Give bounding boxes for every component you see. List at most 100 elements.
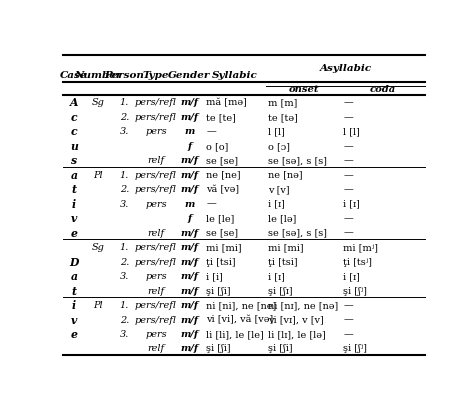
Text: —: —	[343, 142, 353, 150]
Text: ni [nɪ], ne [nə]: ni [nɪ], ne [nə]	[268, 300, 338, 309]
Text: Gender: Gender	[168, 71, 210, 80]
Text: Pl: Pl	[93, 170, 103, 179]
Text: relf: relf	[147, 344, 164, 352]
Text: se [se]: se [se]	[206, 228, 238, 237]
Text: pers/refl: pers/refl	[135, 98, 177, 107]
Text: i: i	[72, 198, 76, 209]
Text: 2.: 2.	[120, 113, 129, 122]
Text: pers/refl: pers/refl	[135, 257, 177, 266]
Text: m/f: m/f	[180, 329, 198, 338]
Text: Type: Type	[143, 71, 169, 80]
Text: t: t	[72, 285, 77, 296]
Text: m/f: m/f	[180, 315, 198, 324]
Text: m/f: m/f	[180, 113, 198, 122]
Text: mi [mi]: mi [mi]	[268, 243, 304, 251]
Text: —: —	[206, 199, 216, 208]
Text: te [tə]: te [tə]	[268, 113, 298, 122]
Text: 3.: 3.	[120, 199, 129, 208]
Text: 2.: 2.	[120, 257, 129, 266]
Text: m: m	[184, 127, 194, 136]
Text: ne [nə]: ne [nə]	[268, 170, 303, 179]
Text: m/f: m/f	[180, 344, 198, 352]
Text: şi [ʃi]: şi [ʃi]	[206, 344, 231, 352]
Text: le [le]: le [le]	[206, 214, 235, 223]
Text: m/f: m/f	[180, 271, 198, 280]
Text: li [li], le [le]: li [li], le [le]	[206, 329, 264, 338]
Text: i [i]: i [i]	[206, 271, 223, 280]
Text: —: —	[343, 300, 353, 309]
Text: se [sə], s [s]: se [sə], s [s]	[268, 228, 327, 237]
Text: mi [mi]: mi [mi]	[206, 243, 242, 251]
Text: 1.: 1.	[120, 300, 129, 309]
Text: m/f: m/f	[180, 228, 198, 237]
Text: onset: onset	[289, 85, 319, 94]
Text: —: —	[343, 156, 353, 165]
Text: m/f: m/f	[180, 98, 198, 107]
Text: —: —	[343, 329, 353, 338]
Text: l [l]: l [l]	[268, 127, 285, 136]
Text: pers/refl: pers/refl	[135, 113, 177, 122]
Text: l [l]: l [l]	[343, 127, 360, 136]
Text: mă [mə]: mă [mə]	[206, 98, 247, 107]
Text: 2.: 2.	[120, 185, 129, 194]
Text: pers/refl: pers/refl	[135, 170, 177, 179]
Text: c: c	[71, 111, 77, 123]
Text: vi [vi], vă [və]: vi [vi], vă [və]	[206, 315, 273, 324]
Text: relf: relf	[147, 228, 164, 237]
Text: Syllabic: Syllabic	[212, 71, 258, 80]
Text: li [lɪ], le [lə]: li [lɪ], le [lə]	[268, 329, 326, 338]
Text: i [ɪ]: i [ɪ]	[343, 199, 360, 208]
Text: s: s	[71, 155, 77, 166]
Text: se [se]: se [se]	[206, 156, 238, 165]
Text: vi [vɪ], v [v]: vi [vɪ], v [v]	[268, 315, 324, 324]
Text: se [sə], s [s]: se [sə], s [s]	[268, 156, 327, 165]
Text: v: v	[71, 314, 77, 325]
Text: 3.: 3.	[120, 329, 129, 338]
Text: Case: Case	[60, 71, 88, 80]
Text: 3.: 3.	[120, 271, 129, 280]
Text: f: f	[187, 142, 191, 150]
Text: pers/refl: pers/refl	[135, 185, 177, 194]
Text: o [ɔ]: o [ɔ]	[268, 142, 290, 150]
Text: i [ɪ]: i [ɪ]	[268, 199, 285, 208]
Text: a: a	[71, 169, 78, 180]
Text: v [v]: v [v]	[268, 185, 290, 194]
Text: i: i	[72, 299, 76, 310]
Text: coda: coda	[370, 85, 396, 94]
Text: m/f: m/f	[180, 156, 198, 165]
Text: o [o]: o [o]	[206, 142, 228, 150]
Text: 1.: 1.	[120, 98, 129, 107]
Text: m/f: m/f	[180, 300, 198, 309]
Text: —: —	[343, 228, 353, 237]
Text: pers: pers	[145, 271, 167, 280]
Text: —: —	[206, 127, 216, 136]
Text: le [lə]: le [lə]	[268, 214, 296, 223]
Text: m [m]: m [m]	[268, 98, 298, 107]
Text: m: m	[184, 199, 194, 208]
Text: 2.: 2.	[120, 315, 129, 324]
Text: f: f	[187, 214, 191, 223]
Text: ţi [tsi]: ţi [tsi]	[268, 257, 298, 266]
Text: ţi [tsi]: ţi [tsi]	[206, 257, 236, 266]
Text: D: D	[70, 256, 79, 267]
Text: A: A	[70, 97, 78, 108]
Text: 1.: 1.	[120, 243, 129, 251]
Text: 1.: 1.	[120, 170, 129, 179]
Text: Pl: Pl	[93, 300, 103, 309]
Text: ţi [tsʲ]: ţi [tsʲ]	[343, 257, 373, 266]
Text: u: u	[70, 140, 78, 152]
Text: —: —	[343, 185, 353, 194]
Text: 3.: 3.	[120, 127, 129, 136]
Text: ni [ni], ne [ne]: ni [ni], ne [ne]	[206, 300, 276, 309]
Text: m/f: m/f	[180, 257, 198, 266]
Text: vă [və]: vă [və]	[206, 184, 239, 194]
Text: şi [ʃɪ]: şi [ʃɪ]	[268, 286, 293, 295]
Text: v: v	[71, 213, 77, 224]
Text: şi [ʃʲ]: şi [ʃʲ]	[343, 286, 367, 295]
Text: m/f: m/f	[180, 185, 198, 194]
Text: i [ɪ]: i [ɪ]	[268, 271, 285, 280]
Text: c: c	[71, 126, 77, 137]
Text: Asyllabic: Asyllabic	[319, 63, 372, 72]
Text: —: —	[343, 98, 353, 107]
Text: pers: pers	[145, 127, 167, 136]
